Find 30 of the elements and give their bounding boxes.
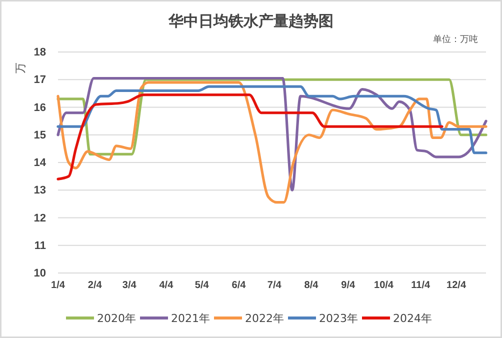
- legend-label: 2020年: [97, 312, 136, 325]
- y-tick-label: 10: [34, 268, 46, 280]
- x-tick-label: 4/4: [159, 280, 174, 292]
- x-tick-label: 1/4: [51, 280, 66, 292]
- y-tick-label: 15: [34, 129, 46, 142]
- y-tick-label: 17: [34, 74, 46, 86]
- y-tick-label: 18: [34, 46, 46, 59]
- x-tick-label: 11/4: [411, 280, 430, 292]
- y-tick-label: 12: [34, 212, 46, 224]
- x-tick-label: 12/4: [446, 280, 466, 292]
- y-tick-label: 13: [34, 184, 46, 197]
- y-axis-title: 万: [14, 62, 27, 74]
- y-tick-label: 14: [34, 157, 47, 170]
- chart-title: 华中日均铁水产量趋势图: [168, 12, 334, 30]
- legend-label: 2022年: [245, 312, 284, 325]
- y-tick-label: 16: [34, 102, 46, 114]
- x-tick-label: 8/4: [304, 280, 319, 292]
- x-tick-label: 9/4: [341, 280, 356, 292]
- text: 单位：万吨: [433, 34, 478, 45]
- x-tick-label: 2/4: [88, 280, 102, 292]
- legend-label: 2021年: [171, 312, 210, 325]
- legend-label: 2024年: [393, 312, 432, 325]
- line-series: [56, 94, 444, 180]
- x-tick-label: 10/4: [374, 280, 394, 292]
- x-tick-label: 5/4: [194, 280, 210, 292]
- x-tick-label: 7/4: [267, 280, 282, 292]
- y-tick-label: 11: [34, 240, 46, 252]
- x-tick-label: 3/4: [122, 280, 137, 292]
- legend-label: 2023年: [319, 312, 358, 325]
- x-tick-label: 6/4: [232, 280, 246, 292]
